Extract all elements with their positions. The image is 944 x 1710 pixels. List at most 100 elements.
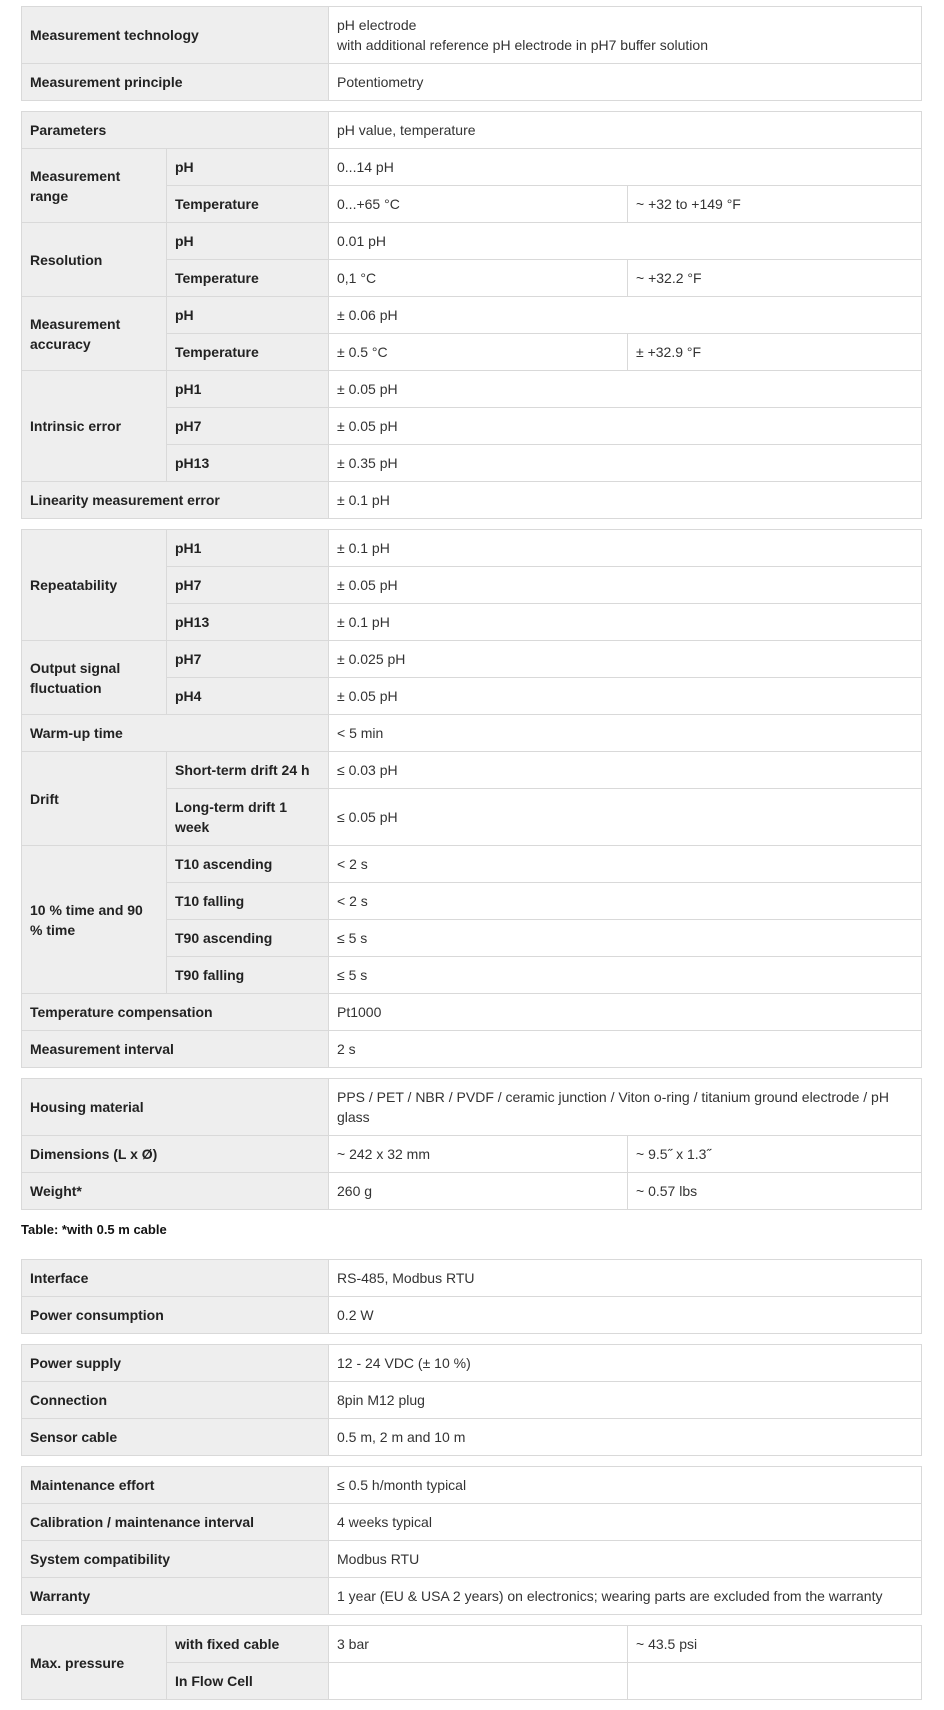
value-cell: ± 0.05 pH [328, 370, 922, 408]
table-row: In Flow Cell [22, 1662, 922, 1700]
row-label: Calibration / maintenance interval [21, 1503, 329, 1541]
sub-label: In Flow Cell [166, 1662, 329, 1700]
value-cell: Pt1000 [327, 993, 923, 1031]
value-cell: 0,1 °C [328, 259, 628, 297]
row-label: Weight* [21, 1172, 329, 1210]
value-cell [328, 1662, 628, 1700]
value-imperial-cell: ~ +32.2 °F [627, 259, 922, 297]
value-cell: ± 0.05 pH [327, 677, 923, 715]
spec-table: Max. pressure with fixed cable 3 bar ~ 43.5… [21, 1625, 922, 1700]
value-cell: < 2 s [327, 882, 923, 920]
table-row: Measurement interval 2 s [21, 1030, 923, 1068]
sub-label: Temperature [166, 333, 329, 371]
sub-label: pH [166, 148, 329, 186]
value-cell: 2 s [327, 1030, 923, 1068]
sub-label: Temperature [166, 185, 329, 223]
value-cell: ± 0.05 pH [328, 407, 922, 445]
table-row: pH13 ± 0.35 pH [22, 444, 922, 482]
table-row: Temperature ± 0.5 °C ± +32.9 °F [22, 333, 922, 371]
table-row: Measurement technology pH electrode with a… [20, 6, 923, 64]
row-label: Max. pressure [21, 1625, 167, 1700]
value-imperial-cell: ~ +32 to +149 °F [627, 185, 922, 223]
table-row: 10 % time and 90 % time T10 ascending < 2 … [21, 845, 923, 994]
sub-label: pH [166, 296, 329, 334]
row-label: Measurement technology [20, 6, 330, 64]
table-row: Temperature 0,1 °C ~ +32.2 °F [22, 259, 922, 297]
table-row: pH4 ± 0.05 pH [22, 677, 923, 715]
table-row: Long-term drift 1 week ≤ 0.05 pH [22, 788, 923, 846]
spec-table: Repeatability pH1 ± 0.1 pH pH7 ± 0.05 pH pH13… [21, 529, 923, 1068]
row-label: Interface [20, 1259, 330, 1297]
table-row: Drift Short-term drift 24 h ≤ 0.03 pH [21, 751, 923, 846]
value-cell: PPS / PET / NBR / PVDF / ceramic junctio… [327, 1078, 923, 1136]
spec-table: Measurement technology pH electrode with a… [20, 6, 923, 101]
value-cell: ± 0.1 pH [327, 603, 923, 641]
sub-label: pH7 [166, 640, 329, 678]
row-label: Power consumption [20, 1296, 330, 1334]
value-cell: 0.2 W [328, 1296, 923, 1334]
table-row: Repeatability pH1 ± 0.1 pH [21, 529, 923, 641]
value-cell: ± 0.1 pH [327, 529, 923, 567]
table-row: Maintenance effort ≤ 0.5 h/month typical [21, 1466, 922, 1504]
table-row: Linearity measurement error ± 0.1 pH [21, 481, 922, 519]
row-label: Output signal fluctuation [21, 640, 167, 715]
value-cell: < 5 min [327, 714, 923, 752]
value-cell: ± 0.06 pH [328, 296, 922, 334]
table-row: Sensor cable 0.5 m, 2 m and 10 m [21, 1418, 923, 1456]
value-cell: ≤ 0.05 pH [327, 788, 923, 846]
table-caption: Table: *with 0.5 m cable [21, 1222, 167, 1237]
table-row: Max. pressure with fixed cable 3 bar ~ 43.5… [21, 1625, 922, 1700]
value-cell: < 2 s [327, 845, 923, 883]
table-row: T10 falling < 2 s [22, 882, 923, 920]
sub-label: T90 ascending [166, 919, 329, 957]
table-row: Dimensions (L x Ø) ~ 242 x 32 mm ~ 9.5˝ x … [21, 1135, 923, 1173]
table-row: System compatibility Modbus RTU [21, 1540, 922, 1578]
value-cell: Modbus RTU [328, 1540, 922, 1578]
value-cell: ± 0.5 °C [328, 333, 628, 371]
sub-label: pH7 [166, 566, 329, 604]
value-imperial-cell [627, 1662, 922, 1700]
spec-table: Interface RS-485, Modbus RTU Power consump… [20, 1259, 923, 1334]
value-cell: pH value, temperature [328, 111, 922, 149]
row-label: Housing material [21, 1078, 329, 1136]
spec-table: Maintenance effort ≤ 0.5 h/month typical C… [21, 1466, 922, 1615]
spec-table: Parameters pH value, temperature Measureme… [21, 111, 922, 519]
table-row: Resolution pH 0.01 pH [21, 222, 922, 297]
table-row: T90 ascending ≤ 5 s [22, 919, 923, 957]
row-label: Dimensions (L x Ø) [21, 1135, 329, 1173]
table-row: Measurement range pH 0...14 pH [21, 148, 922, 223]
table-row: Power consumption 0.2 W [20, 1296, 923, 1334]
row-label: Temperature compensation [21, 993, 329, 1031]
row-label: Connection [21, 1381, 329, 1419]
value-cell: ≤ 5 s [327, 919, 923, 957]
value-cell: ± 0.025 pH [327, 640, 923, 678]
table-row: Measurement accuracy pH ± 0.06 pH [21, 296, 922, 371]
value-cell: ± 0.35 pH [328, 444, 922, 482]
table-row: Temperature compensation Pt1000 [21, 993, 923, 1031]
table-row: Weight* 260 g ~ 0.57 lbs [21, 1172, 923, 1210]
table-row: pH7 ± 0.05 pH [22, 407, 922, 445]
row-label: Warm-up time [21, 714, 329, 752]
table-row: Warm-up time < 5 min [21, 714, 923, 752]
row-label: Maintenance effort [21, 1466, 329, 1504]
value-imperial-cell: ± +32.9 °F [627, 333, 922, 371]
table-row: T90 falling ≤ 5 s [22, 956, 923, 994]
value-cell: ± 0.1 pH [328, 481, 922, 519]
value-cell: ≤ 0.03 pH [327, 751, 923, 789]
sub-label: pH [166, 222, 329, 260]
spec-tables: Measurement technology pH electrode with a… [20, 6, 923, 1710]
sub-label: with fixed cable [166, 1625, 329, 1663]
value-cell: pH electrode with additional reference pH… [328, 6, 923, 64]
row-label: Power supply [21, 1344, 329, 1382]
table-row: Intrinsic error pH1 ± 0.05 pH [21, 370, 922, 482]
spec-table: Housing material PPS / PET / NBR / PVDF /… [21, 1078, 923, 1210]
value-imperial-cell: ~ 0.57 lbs [626, 1172, 923, 1210]
table-row: Output signal fluctuation pH7 ± 0.025 pH [21, 640, 923, 715]
table-row: Calibration / maintenance interval 4 week… [21, 1503, 922, 1541]
row-label: Repeatability [21, 529, 167, 641]
value-cell: ~ 242 x 32 mm [328, 1135, 628, 1173]
sub-label: Long-term drift 1 week [166, 788, 329, 846]
value-imperial-cell: ~ 9.5˝ x 1.3˝ [626, 1135, 923, 1173]
value-imperial-cell: ~ 43.5 psi [627, 1625, 922, 1663]
sub-label: T10 falling [166, 882, 329, 920]
